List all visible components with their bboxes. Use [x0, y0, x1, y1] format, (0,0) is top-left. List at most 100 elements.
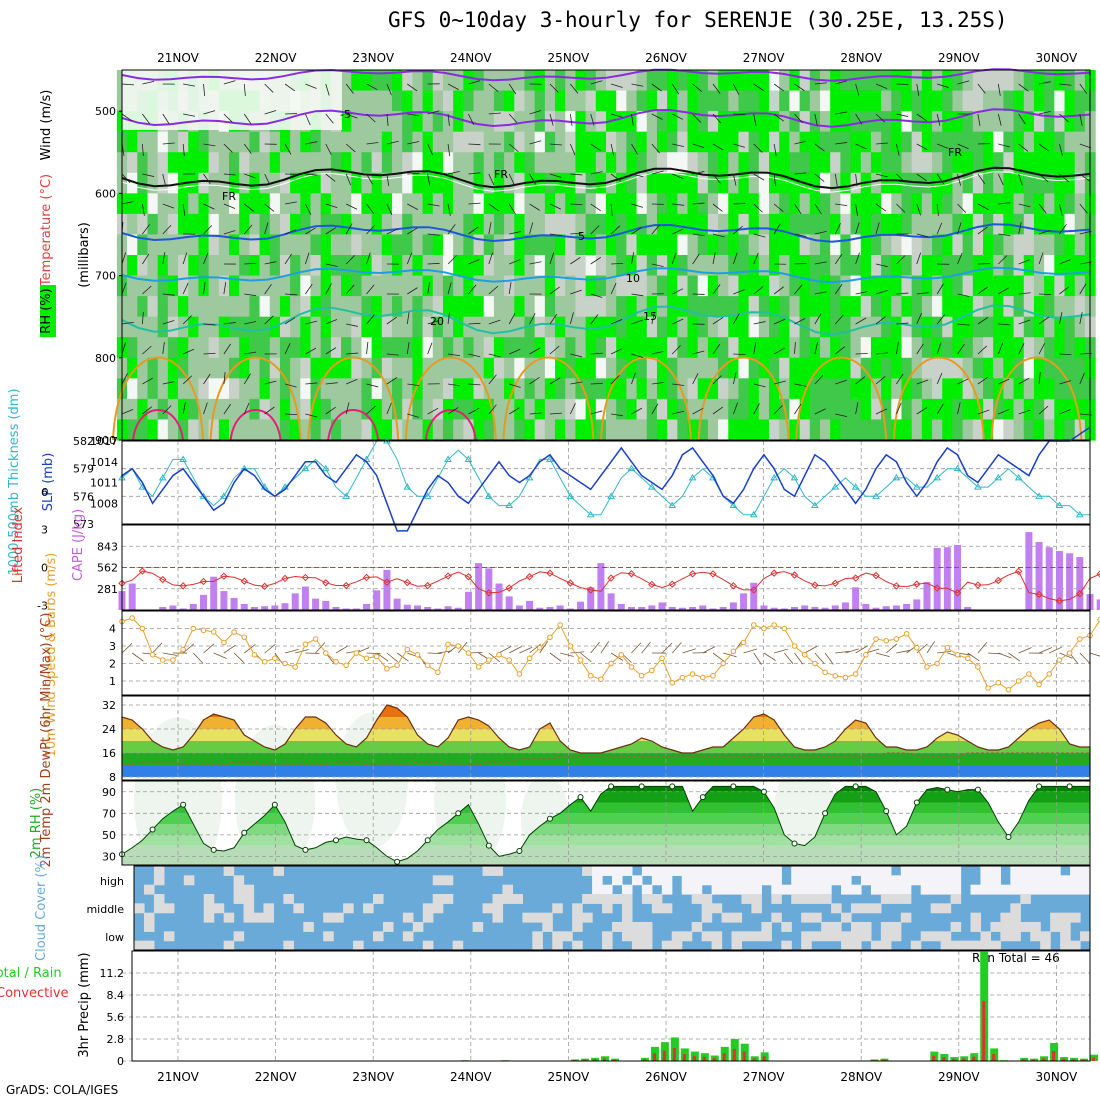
rh-cell — [738, 378, 750, 400]
rh-cell — [758, 378, 770, 400]
wind-barb — [427, 203, 440, 207]
rh-cell — [738, 255, 750, 277]
wind-barb — [957, 143, 969, 150]
rh-cell — [402, 131, 413, 153]
cloud-cell — [681, 866, 693, 876]
wind-barb — [529, 376, 540, 385]
warm-contour — [697, 356, 790, 441]
wind-barb — [916, 312, 923, 325]
wind-barb — [223, 230, 236, 235]
wind-barb — [141, 312, 144, 325]
cloud-cell — [661, 903, 673, 914]
rh-cell — [830, 337, 841, 359]
rh-point — [149, 826, 156, 833]
wind-barb — [447, 282, 452, 295]
date-label-top: 24NOV — [450, 51, 492, 65]
temp-ytick: 16 — [102, 747, 116, 760]
rh-cell — [361, 234, 373, 256]
cloud-cell — [731, 884, 743, 895]
rh-cell — [351, 378, 363, 400]
wind-barb — [773, 286, 784, 295]
rh-cell — [646, 398, 658, 421]
rh-cell — [1003, 234, 1015, 256]
rh-cell — [1054, 398, 1066, 421]
rh-cell — [942, 152, 954, 174]
rh-cell — [860, 193, 872, 215]
rh-cell — [127, 131, 138, 153]
rh-cell — [789, 234, 801, 256]
rh-cell — [891, 296, 903, 318]
wind-barb — [610, 375, 620, 385]
cloud-cell — [671, 866, 683, 876]
wind-barb — [366, 383, 379, 388]
rh-cell — [167, 357, 179, 379]
thickness-point — [1055, 501, 1064, 509]
rh-cell — [412, 213, 424, 236]
rh-cell — [769, 275, 780, 297]
wind-barb-10m — [315, 642, 326, 654]
rh-cell — [412, 193, 424, 215]
rh-cell — [840, 398, 852, 421]
rh-cell — [656, 131, 668, 153]
rh-cell — [636, 213, 648, 236]
li-point — [994, 576, 1002, 585]
wind-barb — [692, 350, 705, 355]
wind-speed-point — [750, 622, 757, 628]
wind-speed-point — [964, 655, 971, 662]
rh-cell — [779, 152, 791, 174]
rh-cell — [473, 316, 485, 338]
rh-cell — [290, 131, 301, 153]
rh-cell — [167, 152, 179, 174]
rh-cell — [1023, 172, 1035, 194]
rh-cell — [269, 131, 281, 153]
rh-cell — [269, 337, 281, 359]
cloud-cell — [1020, 884, 1031, 895]
wind-barb — [570, 289, 582, 295]
rh-cell — [300, 378, 312, 400]
rh-cell — [952, 316, 964, 338]
xs-ytick: 600 — [95, 187, 116, 200]
cape-bar — [709, 608, 717, 610]
slp-ylabel: SLP (mb) — [41, 453, 56, 512]
rh-cell — [361, 131, 373, 153]
cloud-cell — [373, 931, 384, 942]
cloud-cell — [303, 922, 314, 932]
wind-barb — [549, 286, 560, 295]
thickness-point — [668, 501, 677, 509]
li-point — [1014, 567, 1023, 576]
rh-cell — [595, 337, 607, 359]
rh-cell — [983, 398, 994, 421]
rh-cell — [555, 378, 566, 400]
rh-cell — [239, 419, 250, 441]
rh-cell — [697, 111, 709, 133]
rh-cell — [1033, 131, 1045, 153]
wind-barb — [488, 285, 499, 295]
cloud-cell — [1080, 931, 1091, 942]
rh-cell — [371, 131, 383, 153]
rh-cell — [850, 275, 862, 297]
rh-cell — [687, 234, 699, 256]
rh-cell — [188, 152, 200, 174]
wind-barb — [977, 173, 986, 185]
rh-cell — [646, 255, 658, 277]
rh-cell — [789, 275, 801, 297]
rh-cell — [1064, 131, 1076, 153]
rh-cell — [697, 234, 709, 256]
wind-barb — [468, 113, 475, 125]
wind-barb — [488, 319, 501, 325]
rh-cell — [218, 255, 230, 277]
li-point — [281, 574, 289, 583]
rh-cell — [1064, 378, 1076, 400]
cloud-cell — [661, 875, 673, 886]
cloud-cell — [721, 912, 733, 923]
rh-cell — [881, 131, 892, 153]
rh-cell — [667, 152, 678, 174]
rh-cell — [473, 213, 485, 236]
cloud-cell — [920, 866, 932, 876]
wind-barb — [916, 343, 924, 355]
wind-barb — [570, 353, 583, 358]
rh-cell — [392, 316, 403, 338]
wind-barb — [1059, 203, 1063, 216]
rh-cell — [870, 152, 882, 174]
